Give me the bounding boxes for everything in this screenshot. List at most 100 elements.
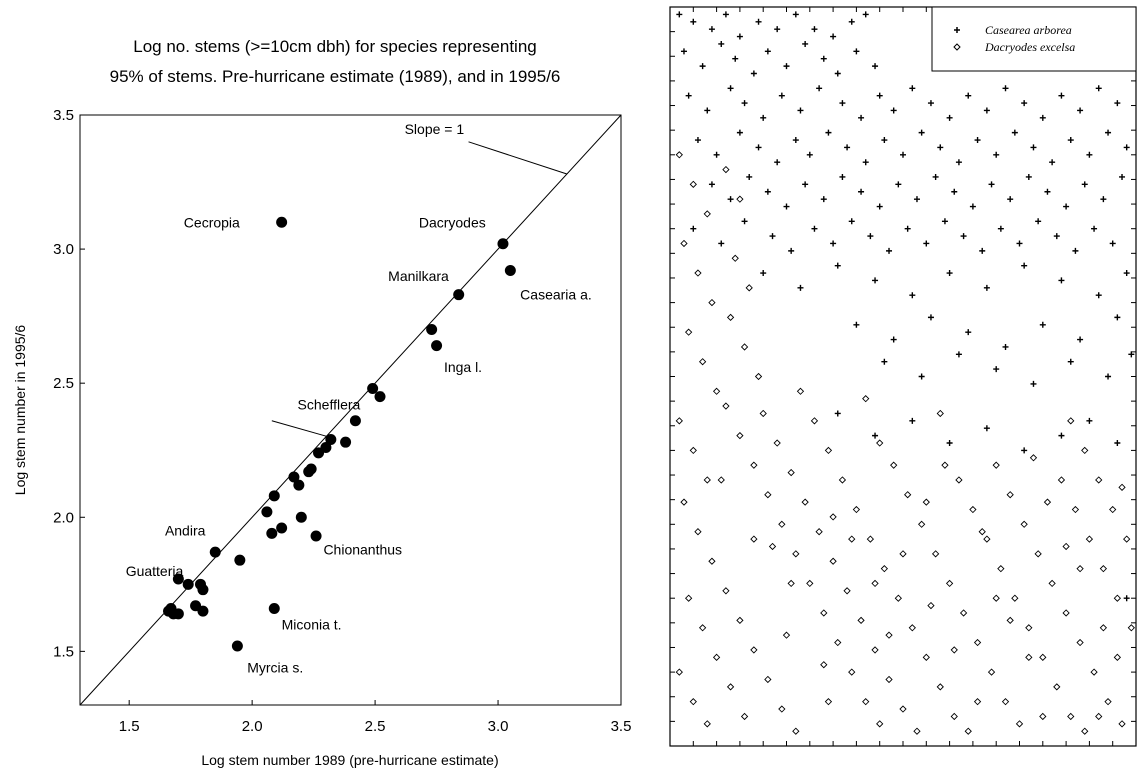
data-point (276, 522, 288, 534)
dacryodes-stem (1020, 520, 1028, 528)
casearea-stem (1016, 240, 1023, 247)
casearea-stem (1039, 321, 1046, 328)
stem-map: Casearea arborea Dacryodes excelsa (669, 6, 1137, 747)
dacryodes-stem (1123, 535, 1131, 543)
dacryodes-stem (745, 284, 753, 292)
dacryodes-stem (987, 668, 996, 676)
casearea-stem (1095, 85, 1102, 92)
dacryodes-stem (810, 417, 819, 425)
casearea-stem (955, 159, 962, 166)
casearea-stem (704, 107, 711, 114)
y-tick-label: 2.5 (53, 375, 74, 392)
dacryodes-stem (885, 631, 893, 639)
dacryodes-stem (1025, 624, 1033, 632)
data-point (504, 265, 516, 277)
dacryodes-stem (1071, 505, 1080, 514)
dacryodes-stem (973, 698, 982, 706)
casearea-stem (839, 100, 846, 107)
dacryodes-stem (950, 712, 958, 721)
casearea-stem (792, 137, 799, 144)
casearea-stem (830, 240, 837, 247)
dacryodes-stem (1062, 609, 1070, 617)
casearea-stem (858, 188, 865, 195)
casearea-stem (913, 196, 920, 203)
dacryodes-stem (1006, 491, 1014, 499)
legend-label-casearea: Casearea arborea (985, 23, 1072, 37)
casearea-stem (951, 188, 958, 195)
dacryodes-stem (1127, 624, 1135, 632)
casearea-stem (755, 18, 762, 25)
legend-marker-dacryodes (953, 43, 961, 51)
dacryodes-stem (708, 298, 716, 307)
dacryodes-stem (922, 653, 930, 661)
dacryodes-stem (1118, 720, 1126, 728)
dacryodes-stem (908, 624, 916, 632)
casearea-stem (760, 270, 767, 277)
casearea-stem (1039, 114, 1046, 121)
dacryodes-stem (922, 498, 930, 506)
casearea-stem (792, 11, 799, 18)
species-label: Miconia t. (282, 617, 342, 633)
casearea-stem (932, 173, 939, 180)
dacryodes-stem (1090, 668, 1098, 676)
casearea-stem (974, 137, 981, 144)
casearea-stem (918, 129, 925, 136)
casearea-stem (811, 26, 818, 33)
dacryodes-stem (1011, 594, 1019, 602)
x-tick-label: 3.5 (611, 718, 632, 735)
casearea-stem (694, 137, 701, 144)
dacryodes-stem (862, 395, 870, 403)
casearea-stem (680, 48, 687, 55)
dacryodes-stem (927, 601, 935, 610)
dacryodes-stem (843, 587, 851, 595)
casearea-stem (788, 247, 795, 254)
casearea-stem (946, 114, 953, 121)
casearea-stem (722, 11, 729, 18)
point-labels: Cecropia Dacryodes Manilkara Casearia a. Ing… (126, 214, 592, 675)
data-point (197, 605, 209, 617)
species-label: Cecropia (184, 214, 240, 230)
dacryodes-stem (731, 254, 739, 262)
casearea-stem (1030, 144, 1037, 151)
casearea-stem (979, 247, 986, 254)
casearea-stem (853, 321, 860, 328)
dacryodes-stem (782, 631, 791, 639)
data-points (163, 216, 516, 652)
dacryodes-stem (1015, 720, 1024, 728)
dacryodes-stem (918, 520, 926, 528)
dacryodes-stem (899, 705, 907, 713)
scatter-chart: Log no. stems (>=10cm dbh) for species r… (12, 37, 632, 768)
dacryodes-stem (726, 683, 735, 691)
casearea-stem (927, 100, 934, 107)
y-axis-label: Log stem number in 1995/6 (12, 325, 28, 496)
casearea-stem (872, 63, 879, 70)
dacryodes-stem (703, 476, 711, 484)
dacryodes-stem (1081, 446, 1089, 455)
dacryodes-stem (726, 313, 735, 322)
dacryodes-stem (866, 535, 875, 543)
dacryodes-stem (820, 661, 828, 669)
casearea-stem (690, 225, 697, 232)
casearea-stem (1077, 107, 1084, 114)
casearea-stem (834, 410, 841, 417)
dacryodes-stem (685, 594, 693, 602)
dacryodes-stem (1043, 498, 1052, 506)
data-point (234, 554, 246, 566)
casearea-stem (727, 196, 734, 203)
dacryodes-stem (824, 698, 833, 706)
casearea-stem (1025, 173, 1032, 180)
map-frame (669, 6, 1137, 747)
casearea-stem (1123, 595, 1130, 602)
casearea-stem (1114, 100, 1121, 107)
casearea-stem (690, 18, 697, 25)
slope-label: Slope = 1 (405, 121, 465, 137)
casearea-stem (778, 92, 785, 99)
dacryodes-stem (680, 498, 688, 506)
casearea-stem (965, 92, 972, 99)
dacryodes-stem (871, 646, 879, 654)
casearea-stem (1123, 270, 1130, 277)
data-point (295, 511, 307, 523)
casearea-stem (937, 144, 944, 151)
dacryodes-stem (852, 505, 861, 514)
dacryodes-stem (703, 720, 711, 728)
